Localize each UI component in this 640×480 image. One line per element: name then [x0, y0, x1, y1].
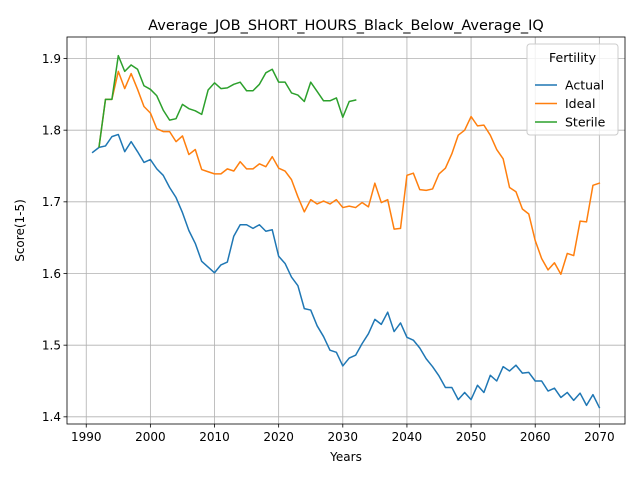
x-axis: 1990 2000 2010 2020 2030 2040 2050 2060 2070	[71, 424, 615, 444]
y-tick-label: 1.5	[42, 338, 61, 352]
plot-frame	[66, 36, 626, 425]
legend-title: Fertility	[549, 50, 597, 65]
series-line-ideal	[98, 70, 601, 275]
y-axis: 1.4 1.5 1.6 1.7 1.8 1.9	[42, 52, 67, 424]
x-tick-label: 2070	[584, 430, 615, 444]
legend-items: Actual Ideal Sterile	[535, 78, 606, 130]
series-lines	[91, 54, 601, 409]
x-tick-label: 2010	[199, 430, 230, 444]
y-tick-label: 1.9	[42, 52, 61, 66]
x-tick-label: 2050	[456, 430, 487, 444]
series-line-actual	[91, 133, 601, 409]
x-tick-label: 2040	[392, 430, 423, 444]
chart-title: Average_JOB_SHORT_HOURS_Black_Below_Aver…	[148, 18, 544, 34]
series-line-sterile	[98, 54, 357, 148]
legend: Fertility Actual Ideal Sterile	[526, 43, 619, 136]
y-tick-label: 1.6	[42, 267, 61, 281]
legend-label-actual: Actual	[565, 78, 604, 93]
y-tick-label: 1.4	[42, 410, 61, 424]
legend-label-ideal: Ideal	[565, 96, 595, 111]
legend-box	[526, 43, 619, 136]
x-tick-label: 1990	[71, 430, 102, 444]
x-tick-label: 2000	[135, 430, 166, 444]
y-axis-label: Score(1-5)	[13, 199, 27, 262]
x-tick-label: 2060	[520, 430, 551, 444]
x-tick-label: 2020	[263, 430, 294, 444]
x-tick-label: 2030	[328, 430, 359, 444]
x-axis-label: Years	[329, 450, 362, 464]
y-tick-label: 1.8	[42, 123, 61, 137]
y-tick-label: 1.7	[42, 195, 61, 209]
legend-label-sterile: Sterile	[565, 115, 606, 130]
